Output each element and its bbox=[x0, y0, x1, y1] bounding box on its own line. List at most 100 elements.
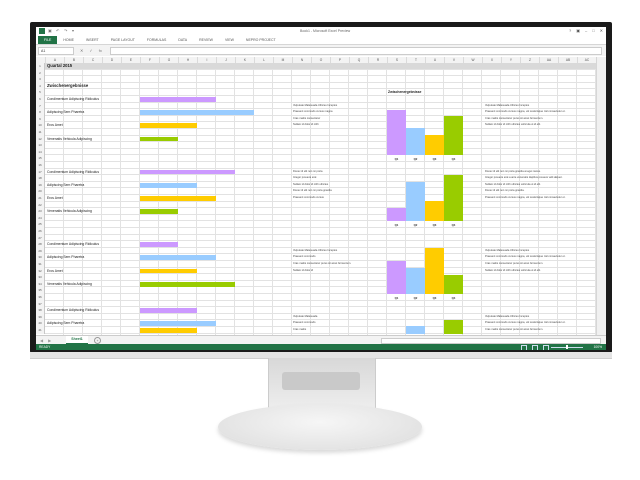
row-header[interactable]: 7 bbox=[36, 102, 45, 110]
tab-page-layout[interactable]: PAGE LAYOUT bbox=[110, 38, 135, 42]
chart-bar-purple[interactable] bbox=[387, 261, 406, 294]
column-header[interactable]: X bbox=[482, 57, 501, 63]
column-header[interactable]: M bbox=[273, 57, 292, 63]
row-header[interactable]: 12 bbox=[36, 135, 45, 143]
page-layout-view-icon[interactable] bbox=[532, 345, 538, 350]
normal-view-icon[interactable] bbox=[521, 345, 527, 350]
column-header[interactable]: R bbox=[368, 57, 387, 63]
column-header[interactable]: T bbox=[406, 57, 425, 63]
row-header[interactable]: 10 bbox=[36, 122, 45, 129]
tab-addin[interactable]: NEPRO PROJECT bbox=[245, 38, 276, 42]
column-header[interactable]: I bbox=[197, 57, 216, 63]
row-header[interactable]: 41 bbox=[36, 327, 45, 334]
tab-file[interactable]: FILE bbox=[38, 36, 58, 44]
chart-bar-purple[interactable] bbox=[387, 208, 406, 222]
column-header[interactable]: O bbox=[311, 57, 330, 63]
row-header[interactable]: 33 bbox=[36, 274, 45, 281]
chart-bar-blue[interactable] bbox=[406, 128, 425, 156]
tab-review[interactable]: REVIEW bbox=[199, 38, 213, 42]
row-header[interactable]: 21 bbox=[36, 195, 45, 202]
close-icon[interactable]: ✕ bbox=[599, 28, 603, 33]
chart-bar-blue[interactable] bbox=[406, 325, 425, 334]
row-header[interactable]: 30 bbox=[36, 254, 45, 261]
row-header[interactable]: 8 bbox=[36, 109, 45, 116]
column-header[interactable]: F bbox=[140, 57, 159, 63]
row-header[interactable]: 20 bbox=[36, 188, 45, 195]
column-header[interactable]: AB bbox=[558, 57, 577, 63]
row-header[interactable]: 19 bbox=[36, 181, 45, 189]
insert-function-icon[interactable]: fx bbox=[98, 48, 102, 53]
column-header[interactable]: W bbox=[463, 57, 482, 63]
row-header[interactable]: 23 bbox=[36, 208, 45, 215]
chart-bar-green[interactable] bbox=[444, 319, 463, 334]
minimize-icon[interactable]: – bbox=[584, 28, 588, 33]
column-header[interactable]: J bbox=[216, 57, 235, 63]
row-header[interactable]: 38 bbox=[36, 307, 45, 314]
chart-bar-green[interactable] bbox=[444, 175, 463, 222]
tab-home[interactable]: HOME bbox=[63, 38, 74, 42]
row-header[interactable]: 16 bbox=[36, 162, 45, 169]
column-header[interactable]: Y bbox=[501, 57, 520, 63]
row-header[interactable]: 11 bbox=[36, 129, 45, 136]
row-header[interactable]: 24 bbox=[36, 214, 45, 222]
page-break-view-icon[interactable] bbox=[543, 345, 549, 350]
row-header[interactable]: 22 bbox=[36, 201, 45, 209]
row-header[interactable]: 13 bbox=[36, 142, 45, 149]
cancel-icon[interactable]: ✕ bbox=[80, 48, 84, 53]
row-header[interactable]: 34 bbox=[36, 280, 45, 288]
chart-bar-blue[interactable] bbox=[406, 182, 425, 222]
row-header[interactable]: 28 bbox=[36, 241, 45, 248]
vertical-scrollbar[interactable] bbox=[596, 57, 606, 335]
chart-bar-green[interactable] bbox=[444, 275, 463, 294]
zoom-slider-handle[interactable] bbox=[566, 345, 568, 349]
worksheet-grid[interactable]: 1 Quartal 2015 2 3 4 Zwischenergebnisse 5 Zwisc… bbox=[36, 63, 596, 335]
maximize-icon[interactable]: □ bbox=[592, 28, 595, 33]
column-header[interactable]: D bbox=[102, 57, 121, 63]
row-header[interactable]: 18 bbox=[36, 175, 45, 182]
column-header[interactable]: G bbox=[159, 57, 178, 63]
row-header[interactable]: 37 bbox=[36, 300, 45, 308]
zoom-level[interactable]: 100% bbox=[593, 345, 602, 349]
column-header[interactable]: P bbox=[330, 57, 349, 63]
column-header[interactable]: A bbox=[45, 57, 64, 63]
row-header[interactable]: 36 bbox=[36, 294, 45, 301]
row-header[interactable]: 4 bbox=[36, 82, 45, 90]
row-header[interactable]: 6 bbox=[36, 96, 45, 103]
row-header[interactable]: 31 bbox=[36, 261, 45, 268]
row-header[interactable]: 27 bbox=[36, 234, 45, 242]
column-header[interactable]: AA bbox=[539, 57, 558, 63]
row-header[interactable]: 40 bbox=[36, 320, 45, 327]
column-header[interactable]: B bbox=[64, 57, 83, 63]
formula-input[interactable] bbox=[110, 47, 602, 55]
sheet-tab-sheet1[interactable]: Sheet1 bbox=[66, 336, 88, 344]
chart-bar-purple[interactable] bbox=[387, 110, 406, 156]
chart-bar-yellow[interactable] bbox=[425, 201, 444, 222]
redo-icon[interactable]: ↷ bbox=[64, 28, 68, 33]
column-header[interactable]: E bbox=[121, 57, 140, 63]
column-header[interactable]: V bbox=[444, 57, 463, 63]
row-header[interactable]: 1 bbox=[36, 63, 45, 70]
row-header[interactable]: 3 bbox=[36, 76, 45, 83]
row-header[interactable]: 5 bbox=[36, 89, 45, 96]
row-header[interactable]: 26 bbox=[36, 228, 45, 235]
row-header[interactable]: 39 bbox=[36, 313, 45, 321]
chart-bar-blue[interactable] bbox=[406, 268, 425, 294]
column-header[interactable]: U bbox=[425, 57, 444, 63]
row-header[interactable]: 25 bbox=[36, 221, 45, 228]
undo-icon[interactable]: ↶ bbox=[56, 28, 60, 33]
save-icon[interactable]: ▣ bbox=[48, 28, 52, 33]
tab-data[interactable]: DATA bbox=[178, 38, 188, 42]
row-header[interactable]: 15 bbox=[36, 155, 45, 162]
next-sheet-icon[interactable]: ▶ bbox=[48, 338, 52, 343]
column-header[interactable]: L bbox=[254, 57, 273, 63]
chart-bar-yellow[interactable] bbox=[425, 135, 444, 156]
name-box[interactable]: A1 bbox=[38, 47, 74, 55]
column-header[interactable]: N bbox=[292, 57, 311, 63]
tab-view[interactable]: VIEW bbox=[224, 38, 234, 42]
tab-formulas[interactable]: FORMULAS bbox=[146, 38, 167, 42]
row-header[interactable]: 2 bbox=[36, 69, 45, 77]
column-header[interactable]: AC bbox=[577, 57, 596, 63]
column-header[interactable]: K bbox=[235, 57, 254, 63]
column-header[interactable]: Z bbox=[520, 57, 539, 63]
row-header[interactable]: 35 bbox=[36, 287, 45, 294]
